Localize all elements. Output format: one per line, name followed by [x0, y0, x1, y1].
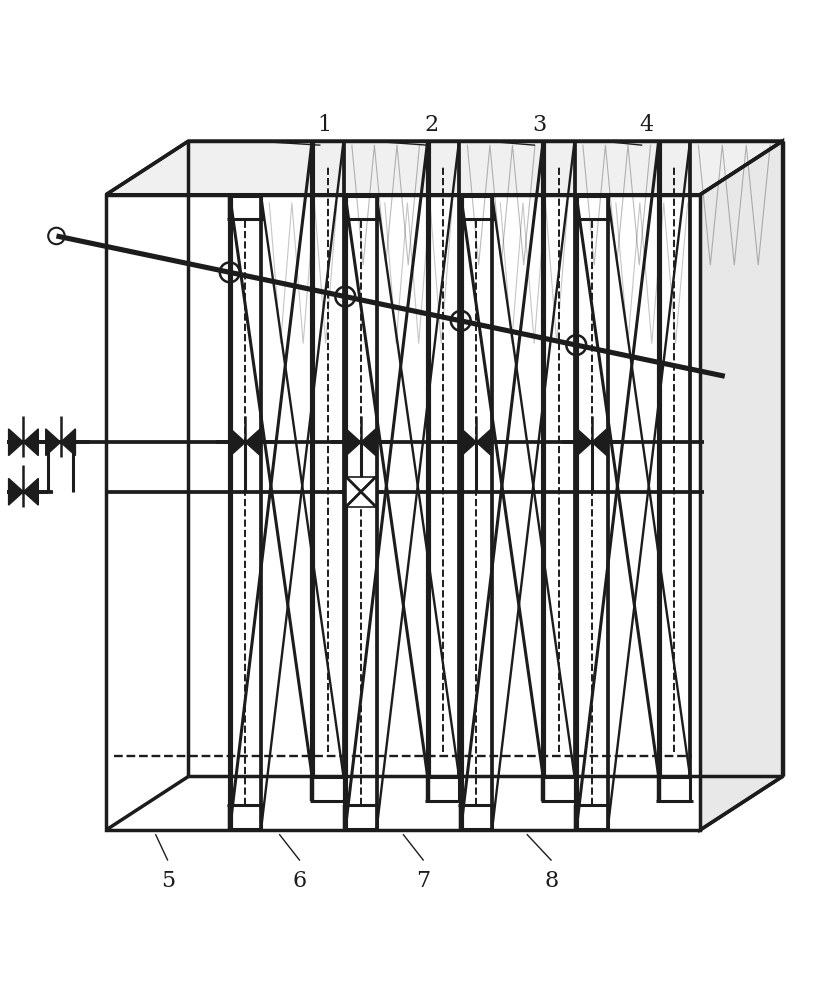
Polygon shape: [23, 429, 39, 456]
Text: 1: 1: [317, 114, 331, 136]
Polygon shape: [106, 141, 783, 195]
Text: 3: 3: [532, 114, 546, 136]
Polygon shape: [577, 429, 592, 456]
Polygon shape: [45, 429, 60, 456]
Polygon shape: [461, 429, 477, 456]
Polygon shape: [700, 141, 783, 830]
Polygon shape: [23, 478, 39, 505]
Text: 6: 6: [293, 870, 307, 892]
Polygon shape: [346, 477, 376, 507]
Polygon shape: [8, 478, 23, 505]
Text: 4: 4: [639, 114, 654, 136]
Polygon shape: [231, 429, 245, 456]
Text: 8: 8: [545, 870, 559, 892]
Polygon shape: [592, 429, 607, 456]
Polygon shape: [361, 429, 376, 456]
Polygon shape: [245, 429, 260, 456]
Text: 7: 7: [416, 870, 430, 892]
Text: 5: 5: [161, 870, 175, 892]
Polygon shape: [8, 429, 23, 456]
Polygon shape: [60, 429, 76, 456]
Polygon shape: [346, 429, 361, 456]
Text: 2: 2: [425, 114, 439, 136]
Polygon shape: [477, 429, 492, 456]
Polygon shape: [106, 195, 700, 830]
